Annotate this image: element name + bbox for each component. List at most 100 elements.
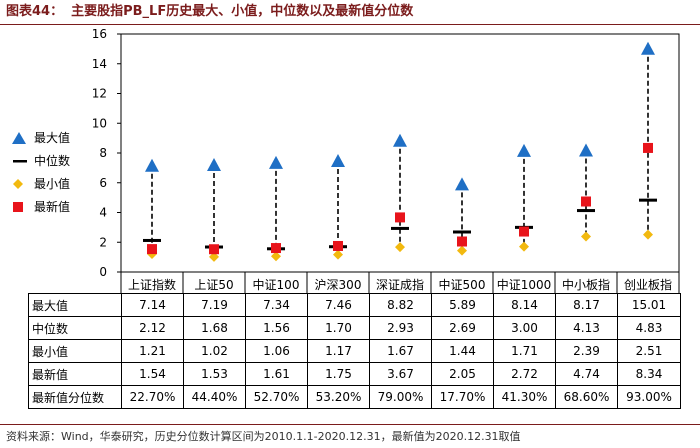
- row-header: 最大值: [28, 293, 122, 317]
- figure-title-text: 主要股指PB_LF历史最大、小值，中位数以及最新值分位数: [71, 4, 414, 19]
- title-divider: [0, 24, 700, 25]
- table-cell: 1.68: [183, 316, 246, 340]
- table-cell: 22.70%: [121, 385, 184, 409]
- max-point: [455, 177, 469, 191]
- legend-label: 中位数: [34, 154, 71, 168]
- table-cell: 68.60%: [555, 385, 618, 409]
- max-point: [331, 154, 345, 168]
- table-cell: 5.89: [431, 293, 494, 317]
- legend-label: 最小值: [34, 177, 71, 191]
- source-divider: [0, 424, 700, 425]
- x-category-label: 中证100: [253, 277, 300, 292]
- table-cell: 2.05: [431, 362, 494, 386]
- latest-marker-icon: [12, 201, 34, 213]
- median-point: [577, 209, 595, 213]
- table-cell: 8.34: [617, 362, 681, 386]
- table-cell: 7.34: [245, 293, 308, 317]
- table-cell: 8.82: [369, 293, 432, 317]
- x-category-label: 中小板指: [562, 277, 610, 292]
- latest-point: [333, 240, 343, 251]
- pb-range-chart: 0 2 4 6 8 10 12 14 16 上证指数 上证50 中证100 沪深300 深证成指 中证500…: [92, 27, 680, 294]
- median-point: [391, 226, 409, 230]
- legend-item-max: 最大值: [12, 126, 70, 149]
- x-category-label: 沪深300: [315, 278, 362, 292]
- table-cell: 52.70%: [245, 385, 308, 409]
- latest-point: [209, 244, 219, 255]
- x-category-label: 中证500: [439, 277, 486, 292]
- row-header: 最小值: [28, 339, 122, 363]
- latest-point: [395, 212, 405, 223]
- x-category-label: 创业板指: [624, 277, 672, 292]
- y-tick-label: 12: [92, 87, 107, 101]
- median-point: [639, 198, 657, 202]
- max-point: [579, 143, 593, 157]
- min-point: [643, 229, 653, 240]
- y-tick-label: 6: [99, 176, 107, 190]
- table-cell: 1.56: [245, 316, 308, 340]
- min-marker-icon: [12, 178, 34, 190]
- median-point: [453, 230, 471, 234]
- table-cell: 1.71: [493, 339, 556, 363]
- latest-point: [147, 244, 157, 255]
- table-row: 最小值 1.21 1.02 1.06 1.17 1.67 1.44 1.71 2.39 2.51: [28, 339, 681, 363]
- table-cell: 1.06: [245, 339, 308, 363]
- row-header: 中位数: [28, 316, 122, 340]
- table-cell: 1.67: [369, 339, 432, 363]
- table-cell: 4.83: [617, 316, 681, 340]
- table-cell: 2.12: [121, 316, 184, 340]
- table-cell: 1.75: [307, 362, 370, 386]
- y-tick-label: 10: [92, 116, 107, 130]
- legend-label: 最新值: [34, 200, 71, 214]
- latest-point: [643, 142, 653, 153]
- legend-item-latest: 最新值: [12, 195, 70, 218]
- x-category-label: 深证成指: [376, 277, 424, 292]
- table-cell: 93.00%: [617, 385, 681, 409]
- x-category-label: 中证1000: [497, 277, 552, 292]
- max-point: [393, 133, 407, 147]
- table-cell: 1.70: [307, 316, 370, 340]
- table-row: 最新值分位数 22.70% 44.40% 52.70% 53.20% 79.00% 17.7…: [28, 385, 681, 409]
- table-cell: 2.51: [617, 339, 681, 363]
- table-cell: 7.14: [121, 293, 184, 317]
- table-row: 最大值 7.14 7.19 7.34 7.46 8.82 5.89 8.14 8.17 15.01: [28, 293, 681, 317]
- max-point: [641, 41, 655, 55]
- median-point: [143, 238, 161, 242]
- table-cell: 79.00%: [369, 385, 432, 409]
- max-point: [269, 155, 283, 169]
- table-cell: 7.46: [307, 293, 370, 317]
- x-category-label: 上证50: [194, 278, 233, 292]
- min-point: [271, 251, 281, 262]
- table-cell: 1.54: [121, 362, 184, 386]
- table-cell: 2.93: [369, 316, 432, 340]
- source-note: 资料来源：Wind，华泰研究，历史分位数计算区间为2010.1.1-2020.1…: [6, 430, 521, 443]
- x-category-label: 上证指数: [128, 277, 176, 292]
- table-cell: 2.69: [431, 316, 494, 340]
- table-cell: 44.40%: [183, 385, 246, 409]
- max-point: [207, 158, 221, 172]
- table-cell: 2.39: [555, 339, 618, 363]
- legend-item-median: 中位数: [12, 149, 70, 172]
- max-point: [517, 143, 531, 157]
- table-cell: 3.67: [369, 362, 432, 386]
- table-cell: 4.74: [555, 362, 618, 386]
- table-cell: 1.44: [431, 339, 494, 363]
- median-marker-icon: [12, 155, 34, 167]
- table-cell: 8.14: [493, 293, 556, 317]
- table-row: 最新值 1.54 1.53 1.61 1.75 3.67 2.05 2.72 4.74 8.34: [28, 362, 681, 386]
- table-cell: 17.70%: [431, 385, 494, 409]
- table-cell: 1.02: [183, 339, 246, 363]
- min-point: [395, 242, 405, 253]
- max-marker-icon: [12, 131, 34, 144]
- min-point: [519, 241, 529, 252]
- table-cell: 4.13: [555, 316, 618, 340]
- table-cell: 1.61: [245, 362, 308, 386]
- y-tick-label: 4: [99, 206, 107, 220]
- table-cell: 1.17: [307, 339, 370, 363]
- table-row: 中位数 2.12 1.68 1.56 1.70 2.93 2.69 3.00 4.13 4.83: [28, 316, 681, 340]
- table-cell: 53.20%: [307, 385, 370, 409]
- table-cell: 41.30%: [493, 385, 556, 409]
- y-tick-label: 16: [92, 27, 107, 41]
- min-point: [457, 245, 467, 256]
- table-cell: 1.21: [121, 339, 184, 363]
- legend-item-min: 最小值: [12, 172, 70, 195]
